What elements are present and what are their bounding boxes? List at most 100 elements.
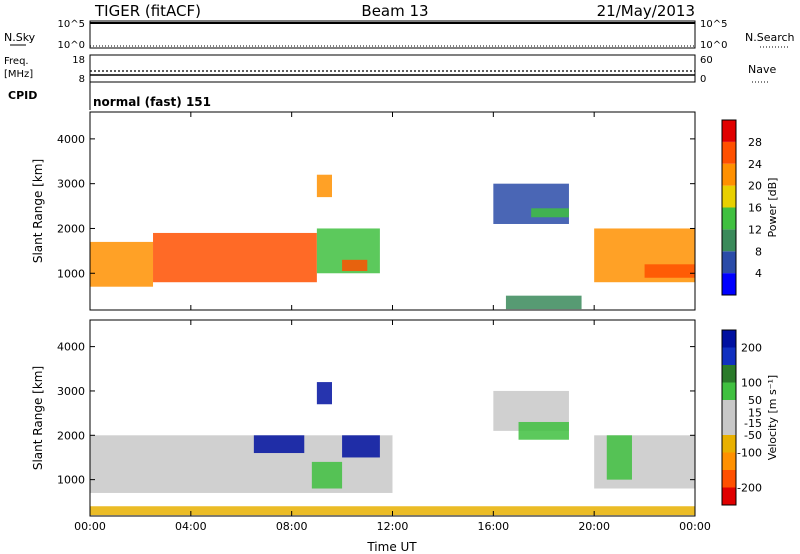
colorbar-tick-label: 28 [748, 136, 762, 149]
cpid-label: CPID [8, 89, 37, 102]
colorbar-segment [722, 273, 736, 295]
freq-label: Freq. [4, 56, 29, 67]
echo-region [253, 435, 305, 454]
colorbar-segment [722, 382, 736, 400]
colorbar-segment [722, 400, 736, 418]
y-tick-label: 2000 [57, 429, 85, 442]
colorbar-segment [722, 141, 736, 164]
freq-panel-frame [89, 54, 696, 83]
echo-region [316, 382, 332, 405]
colorbar-segment [722, 452, 736, 470]
x-tick-label: 04:00 [175, 520, 207, 533]
nsky-label: N.Sky [4, 31, 36, 44]
colorbar-tick-label: 15 [748, 406, 762, 419]
noise-tick-bottom: 10^0 [58, 40, 85, 51]
x-tick-label: 12:00 [377, 520, 409, 533]
echo-region [90, 241, 154, 287]
freq-unit: [MHz] [4, 69, 33, 80]
colorbar-tick-label: -15 [744, 417, 762, 430]
colorbar-segment [722, 229, 736, 252]
power-cells [90, 174, 695, 310]
colorbar-segment [722, 487, 736, 505]
power-panel: 1000 2000 3000 4000 Slant Range [km] [31, 111, 696, 311]
colorbar-tick-label: 12 [748, 223, 762, 236]
cpid-value: normal (fast) 151 [93, 95, 211, 109]
colorbar-tick-label: 24 [748, 158, 762, 171]
echo-region [316, 174, 332, 198]
colorbar-tick-label: -100 [737, 447, 762, 460]
xaxis-label: Time UT [366, 540, 417, 554]
colorbar-tick-label: -200 [737, 482, 762, 495]
x-tick-label: 00:00 [74, 520, 106, 533]
y-tick-label: 1000 [57, 267, 85, 280]
velocity-panel: 1000 2000 3000 4000 00:00 04:00 08:00 12:00 16:… [31, 319, 711, 533]
power-x-ticks [89, 112, 696, 310]
velocity-x-ticks: 00:00 04:00 08:00 12:00 16:00 20:00 00:00 [74, 320, 711, 533]
colorbar-segment [722, 185, 736, 208]
power-y-ticks: 1000 2000 3000 4000 [57, 133, 695, 280]
colorbar-tick-label: -50 [744, 429, 762, 442]
colorbar-segment [722, 207, 736, 230]
echo-region [493, 183, 569, 224]
date-title: 21/May/2013 [597, 2, 695, 20]
nave-label: Nave [748, 63, 776, 76]
colorbar-frame [721, 119, 737, 296]
colorbar-segment [722, 330, 736, 348]
echo-region [606, 435, 632, 480]
colorbar-label: Power [dB] [766, 178, 779, 238]
colorbar-tick-label: 50 [748, 394, 762, 407]
colorbar-label: Velocity [m s⁻¹] [766, 375, 779, 460]
velocity-cells [90, 382, 695, 516]
y-tick-label: 1000 [57, 474, 85, 487]
x-tick-label: 08:00 [276, 520, 308, 533]
freq-tick-bottom: 8 [79, 74, 85, 85]
velocity-y-ticks: 1000 2000 3000 4000 [57, 341, 695, 487]
colorbar-segment [722, 251, 736, 274]
power-colorbar: 4 8 12 16 20 24 28 Power [dB] [721, 119, 779, 296]
y-tick-label: 4000 [57, 133, 85, 146]
colorbar-tick-label: 200 [741, 342, 762, 355]
echo-region [505, 295, 582, 310]
colorbar-tick-label: 100 [741, 377, 762, 390]
velocity-ylabel: Slant Range [km] [31, 366, 45, 470]
colorbar-segment [722, 470, 736, 488]
beam-title: Beam 13 [361, 2, 428, 20]
x-tick-label: 20:00 [578, 520, 610, 533]
colorbar-segment [722, 163, 736, 186]
nave-tick-bottom: 0 [700, 74, 706, 85]
colorbar-tick-label: 8 [755, 245, 762, 258]
noise-tick-top: 10^5 [58, 19, 85, 30]
colorbar-tick-label: 16 [748, 202, 762, 215]
colorbar-segment [722, 120, 736, 142]
noise-tick-right-top: 10^5 [700, 19, 727, 30]
colorbar-frame [721, 329, 737, 506]
colorbar-tick-label: 20 [748, 180, 762, 193]
nsearch-label: N.Search [745, 31, 795, 44]
colorbar-segment [722, 417, 736, 435]
y-tick-label: 3000 [57, 385, 85, 398]
echo-region [311, 461, 343, 489]
y-tick-label: 2000 [57, 222, 85, 235]
y-tick-label: 3000 [57, 178, 85, 191]
freq-tick-top: 18 [72, 55, 85, 66]
echo-region [531, 208, 569, 218]
echo-region [644, 264, 695, 278]
noise-tick-right-bottom: 10^0 [700, 40, 727, 51]
nave-tick-top: 60 [700, 55, 713, 66]
echo-region [342, 435, 380, 458]
colorbar-tick-label: 4 [755, 267, 762, 280]
x-tick-label: 16:00 [477, 520, 509, 533]
y-tick-label: 4000 [57, 341, 85, 354]
colorbar-segment [722, 347, 736, 365]
echo-region [518, 421, 569, 440]
noise-panel-frame [89, 20, 696, 49]
echo-region [342, 259, 368, 272]
echo-region [90, 506, 695, 516]
colorbar-segment [722, 365, 736, 383]
power-ylabel: Slant Range [km] [31, 159, 45, 263]
colorbar-segment [722, 435, 736, 453]
radar-title: TIGER (fitACF) [94, 2, 201, 20]
echo-region [153, 232, 317, 283]
